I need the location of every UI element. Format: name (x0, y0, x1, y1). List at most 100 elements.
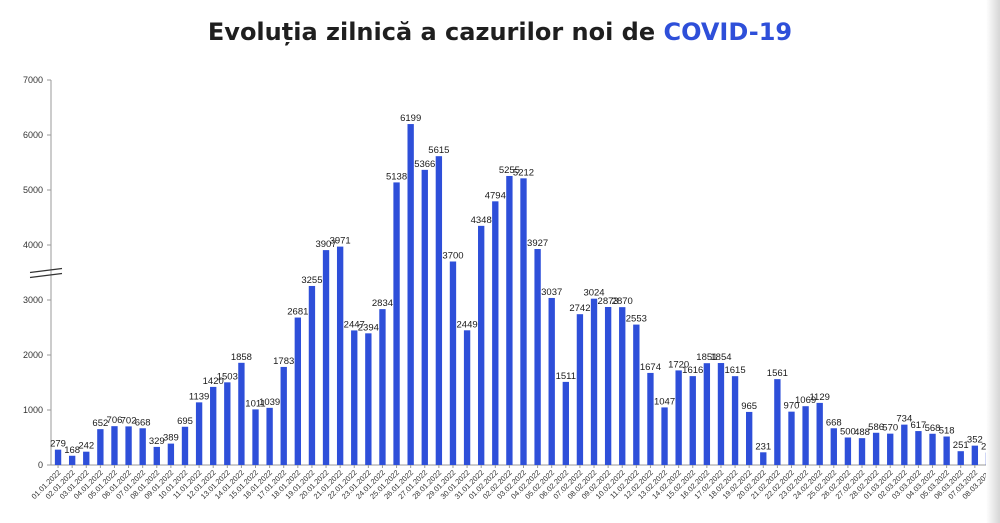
data-label: 2681 (287, 307, 308, 318)
data-label: 1783 (273, 356, 294, 367)
data-label: 329 (149, 436, 165, 447)
data-label: 1139 (189, 391, 209, 402)
bar (872, 432, 880, 465)
data-label: 586 (868, 422, 884, 433)
bar (774, 379, 781, 465)
data-label: 3700 (442, 251, 463, 262)
bar (421, 169, 428, 465)
data-label: 734 (896, 414, 912, 425)
bar (195, 402, 203, 465)
bar (576, 314, 584, 465)
y-tick-label: 2000 (23, 350, 43, 360)
bar (520, 178, 527, 465)
bar (915, 431, 922, 465)
title-text: Evoluția zilnică a cazurilor noi de (207, 18, 656, 46)
data-label: 5255 (499, 165, 520, 176)
data-label: 1615 (724, 365, 745, 376)
bar (167, 443, 175, 465)
y-tick-label: 0 (38, 460, 43, 470)
data-label: 1851 (696, 352, 717, 363)
bar (83, 451, 90, 465)
data-label: 2449 (457, 319, 478, 330)
data-label: 1129 (809, 392, 829, 403)
data-label: 352 (967, 435, 983, 446)
bar (54, 449, 62, 465)
data-label: 242 (78, 441, 94, 452)
bar (844, 437, 852, 465)
bar (760, 452, 767, 465)
data-label: 500 (840, 427, 856, 438)
bar (887, 433, 894, 465)
axis-break-mark (29, 267, 63, 274)
data-label: 4794 (485, 190, 506, 201)
data-label: 5212 (513, 167, 534, 178)
bar (294, 317, 302, 465)
data-label: 2873 (598, 296, 619, 307)
bar (901, 424, 908, 465)
bar (506, 175, 513, 465)
bar (802, 406, 809, 465)
bar (590, 298, 598, 465)
data-label: 2742 (569, 303, 590, 314)
data-label: 5615 (428, 145, 449, 156)
y-tick-label: 1000 (23, 405, 43, 415)
data-label: 617 (910, 420, 926, 431)
data-label: 570 (882, 423, 898, 434)
data-label: 1011 (245, 398, 265, 409)
bar (731, 376, 739, 465)
bar (703, 363, 711, 465)
data-label: 695 (177, 416, 193, 427)
bar (745, 411, 753, 465)
data-label: 702 (121, 415, 137, 426)
data-label: 970 (784, 401, 800, 412)
data-label: 1674 (640, 362, 661, 373)
axis-break-mark (29, 272, 63, 279)
bar (125, 426, 132, 465)
data-label: 668 (826, 417, 842, 428)
bar (111, 426, 118, 465)
bar (308, 285, 316, 465)
data-label: 5366 (414, 159, 435, 170)
y-tick-label: 5000 (23, 185, 43, 195)
bar (478, 225, 485, 465)
y-tick-label: 4000 (23, 240, 43, 250)
data-label: 668 (135, 417, 151, 428)
bar (858, 438, 866, 465)
data-label: 3927 (527, 238, 548, 249)
data-label: 2870 (612, 296, 633, 307)
bar (435, 156, 443, 466)
bar (280, 366, 287, 465)
data-label: 279 (50, 439, 66, 450)
data-label: 3907 (315, 239, 336, 250)
data-label: 1616 (682, 365, 703, 376)
bar (351, 330, 358, 465)
data-label: 2394 (358, 322, 379, 333)
y-tick-label: 6000 (23, 130, 43, 140)
bar (322, 250, 330, 465)
data-label: 6199 (400, 113, 421, 124)
data-label: 1720 (668, 359, 689, 370)
data-label: 389 (163, 433, 179, 444)
title-highlight: COVID-19 (663, 18, 793, 46)
bar (181, 426, 189, 465)
bar (68, 455, 76, 465)
bar (816, 402, 823, 465)
data-label: 2834 (372, 298, 393, 309)
bar (717, 363, 725, 465)
bar (562, 381, 569, 465)
data-label: 3971 (330, 236, 351, 247)
bar (830, 428, 837, 465)
bar (336, 246, 344, 465)
data-label: 568 (925, 423, 941, 434)
bar (929, 433, 936, 465)
data-label: 1511 (556, 371, 576, 382)
bar (675, 370, 682, 465)
data-label: 3255 (301, 275, 322, 286)
bar (365, 333, 372, 465)
bar (97, 429, 104, 465)
bar (463, 330, 471, 465)
data-label: 1561 (767, 368, 788, 379)
data-label: 1039 (259, 397, 280, 408)
data-label: 4348 (471, 215, 492, 226)
